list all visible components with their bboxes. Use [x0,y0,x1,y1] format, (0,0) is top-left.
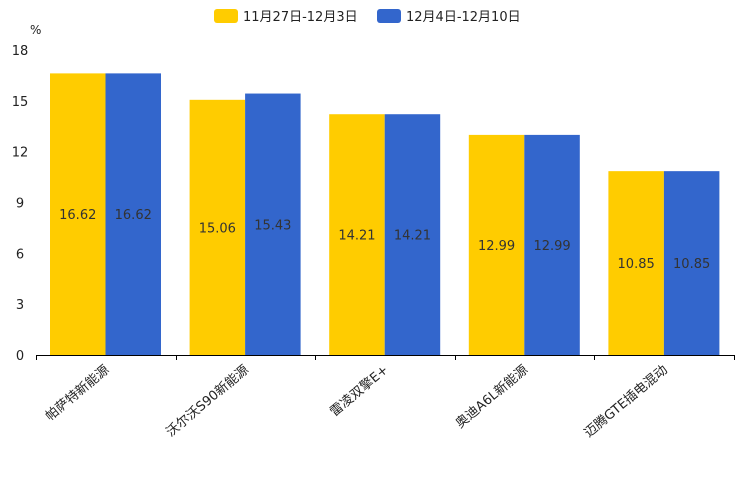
x-category-label: 迈腾GTE插电混动 [581,362,671,441]
bar-5-series-2 [663,171,720,355]
bar-value-label: 12.99 [478,239,515,254]
y-tick-label: 15 [12,95,29,110]
bar-value-label: 14.21 [394,229,431,244]
x-category-label: 奥迪A6L新能源 [452,362,531,432]
x-category-label: 帕萨特新能源 [42,362,112,424]
bar-1-series-2 [105,73,161,355]
y-tick-label: 6 [16,247,24,262]
bar-2-series-1 [189,99,246,355]
legend-label-1: 11月27日-12月3日 [243,10,358,25]
bar-value-label: 15.06 [199,221,236,236]
bar-value-label: 12.99 [533,239,570,254]
y-tick-label: 0 [16,349,24,364]
legend-swatch-1 [214,9,238,23]
bar-value-label: 15.43 [254,218,291,233]
bar-2-series-2 [245,93,301,355]
bar-value-label: 16.62 [115,208,152,223]
legend-label-2: 12月4日-12月10日 [406,10,521,25]
y-tick-label: 12 [12,146,29,161]
bar-4-series-2 [524,134,580,355]
y-tick-label: 18 [12,44,29,59]
x-category-label: 沃尔沃S90新能源 [163,362,252,440]
bar-value-label: 14.21 [338,229,375,244]
bar-value-label: 10.85 [673,257,710,272]
bars: 16.62 16.62 15.06 15.43 14.21 14.21 12.99 12.99… [50,73,720,355]
y-tick-label: 9 [16,197,24,212]
legend: 11月27日-12月3日 12月4日-12月10日 [214,9,521,25]
bar-value-label: 10.85 [618,257,655,272]
bar-3-series-1 [329,114,385,355]
y-tick-label: 3 [16,298,24,313]
bar-4-series-1 [468,134,525,355]
legend-swatch-2 [377,9,401,23]
y-axis-unit-label: % [30,23,41,37]
bar-value-label: 16.62 [59,208,96,223]
x-axis: 帕萨特新能源 沃尔沃S90新能源 雷凌双擎E+ 奥迪A6L新能源 迈腾GTE插电混动 [36,355,735,441]
y-axis: 0 3 6 9 12 15 18 [12,44,29,364]
bar-3-series-2 [384,114,441,355]
x-category-label: 雷凌双擎E+ [327,363,391,420]
bar-5-series-1 [608,171,664,355]
bar-1-series-1 [50,73,106,355]
